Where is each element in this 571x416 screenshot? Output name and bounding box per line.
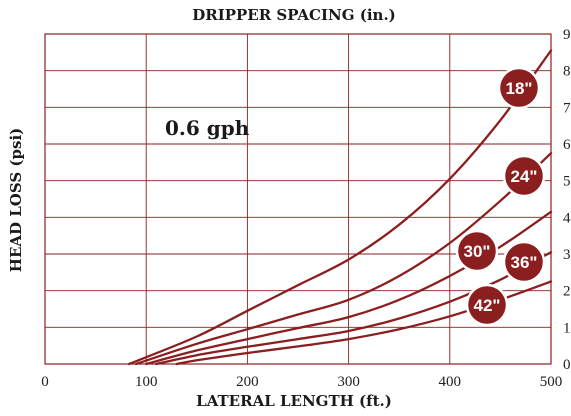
plot-frame (44, 33, 552, 365)
badge-label: 18" (506, 79, 533, 98)
y-axis-label: HEAD LOSS (psi) (7, 128, 25, 272)
series-badges: 18" 24" 30" 36" 42" (455, 66, 546, 327)
x-tick-label: 0 (41, 374, 49, 390)
y-tick-label: 5 (563, 174, 571, 190)
chart-title: DRIPPER SPACING (in.) (192, 6, 396, 24)
series-badge: 24" (502, 154, 546, 198)
series-badge: 30" (455, 229, 499, 273)
x-tick-label: 400 (439, 374, 462, 390)
y-tick-label: 2 (563, 284, 571, 300)
x-axis-label: LATERAL LENGTH (ft.) (196, 392, 392, 410)
series-badge: 42" (465, 283, 509, 327)
series-badge: 18" (497, 66, 541, 110)
x-tick-label: 300 (337, 374, 360, 390)
badge-label: 42" (474, 296, 501, 315)
series-badge: 36" (502, 240, 546, 284)
badge-circle (502, 154, 546, 198)
badge-circle (502, 240, 546, 284)
badge-label: 24" (511, 167, 538, 186)
badge-label: 36" (511, 253, 538, 272)
x-axis-ticks: 0 100 200 300 400 500 (41, 374, 562, 390)
x-tick-label: 500 (540, 374, 563, 390)
y-tick-label: 6 (563, 137, 571, 153)
x-tick-label: 100 (135, 374, 158, 390)
badge-circle (455, 229, 499, 273)
y-tick-label: 9 (563, 27, 571, 43)
y-tick-label: 8 (563, 64, 571, 80)
y-tick-label: 1 (563, 320, 571, 336)
flow-rate-annotation: 0.6 gph (165, 116, 250, 140)
y-tick-label: 3 (563, 247, 571, 263)
y-axis-ticks: 0 1 2 3 4 5 6 7 8 9 (563, 27, 571, 373)
x-tick-label: 200 (236, 374, 259, 390)
y-tick-label: 0 (563, 357, 571, 373)
badge-circle (497, 66, 541, 110)
y-tick-label: 4 (563, 210, 571, 226)
badge-circle (465, 283, 509, 327)
series-line-1 (127, 49, 553, 366)
series-line-2 (134, 152, 553, 366)
badge-label: 30" (464, 242, 491, 261)
y-tick-label: 7 (563, 100, 571, 116)
